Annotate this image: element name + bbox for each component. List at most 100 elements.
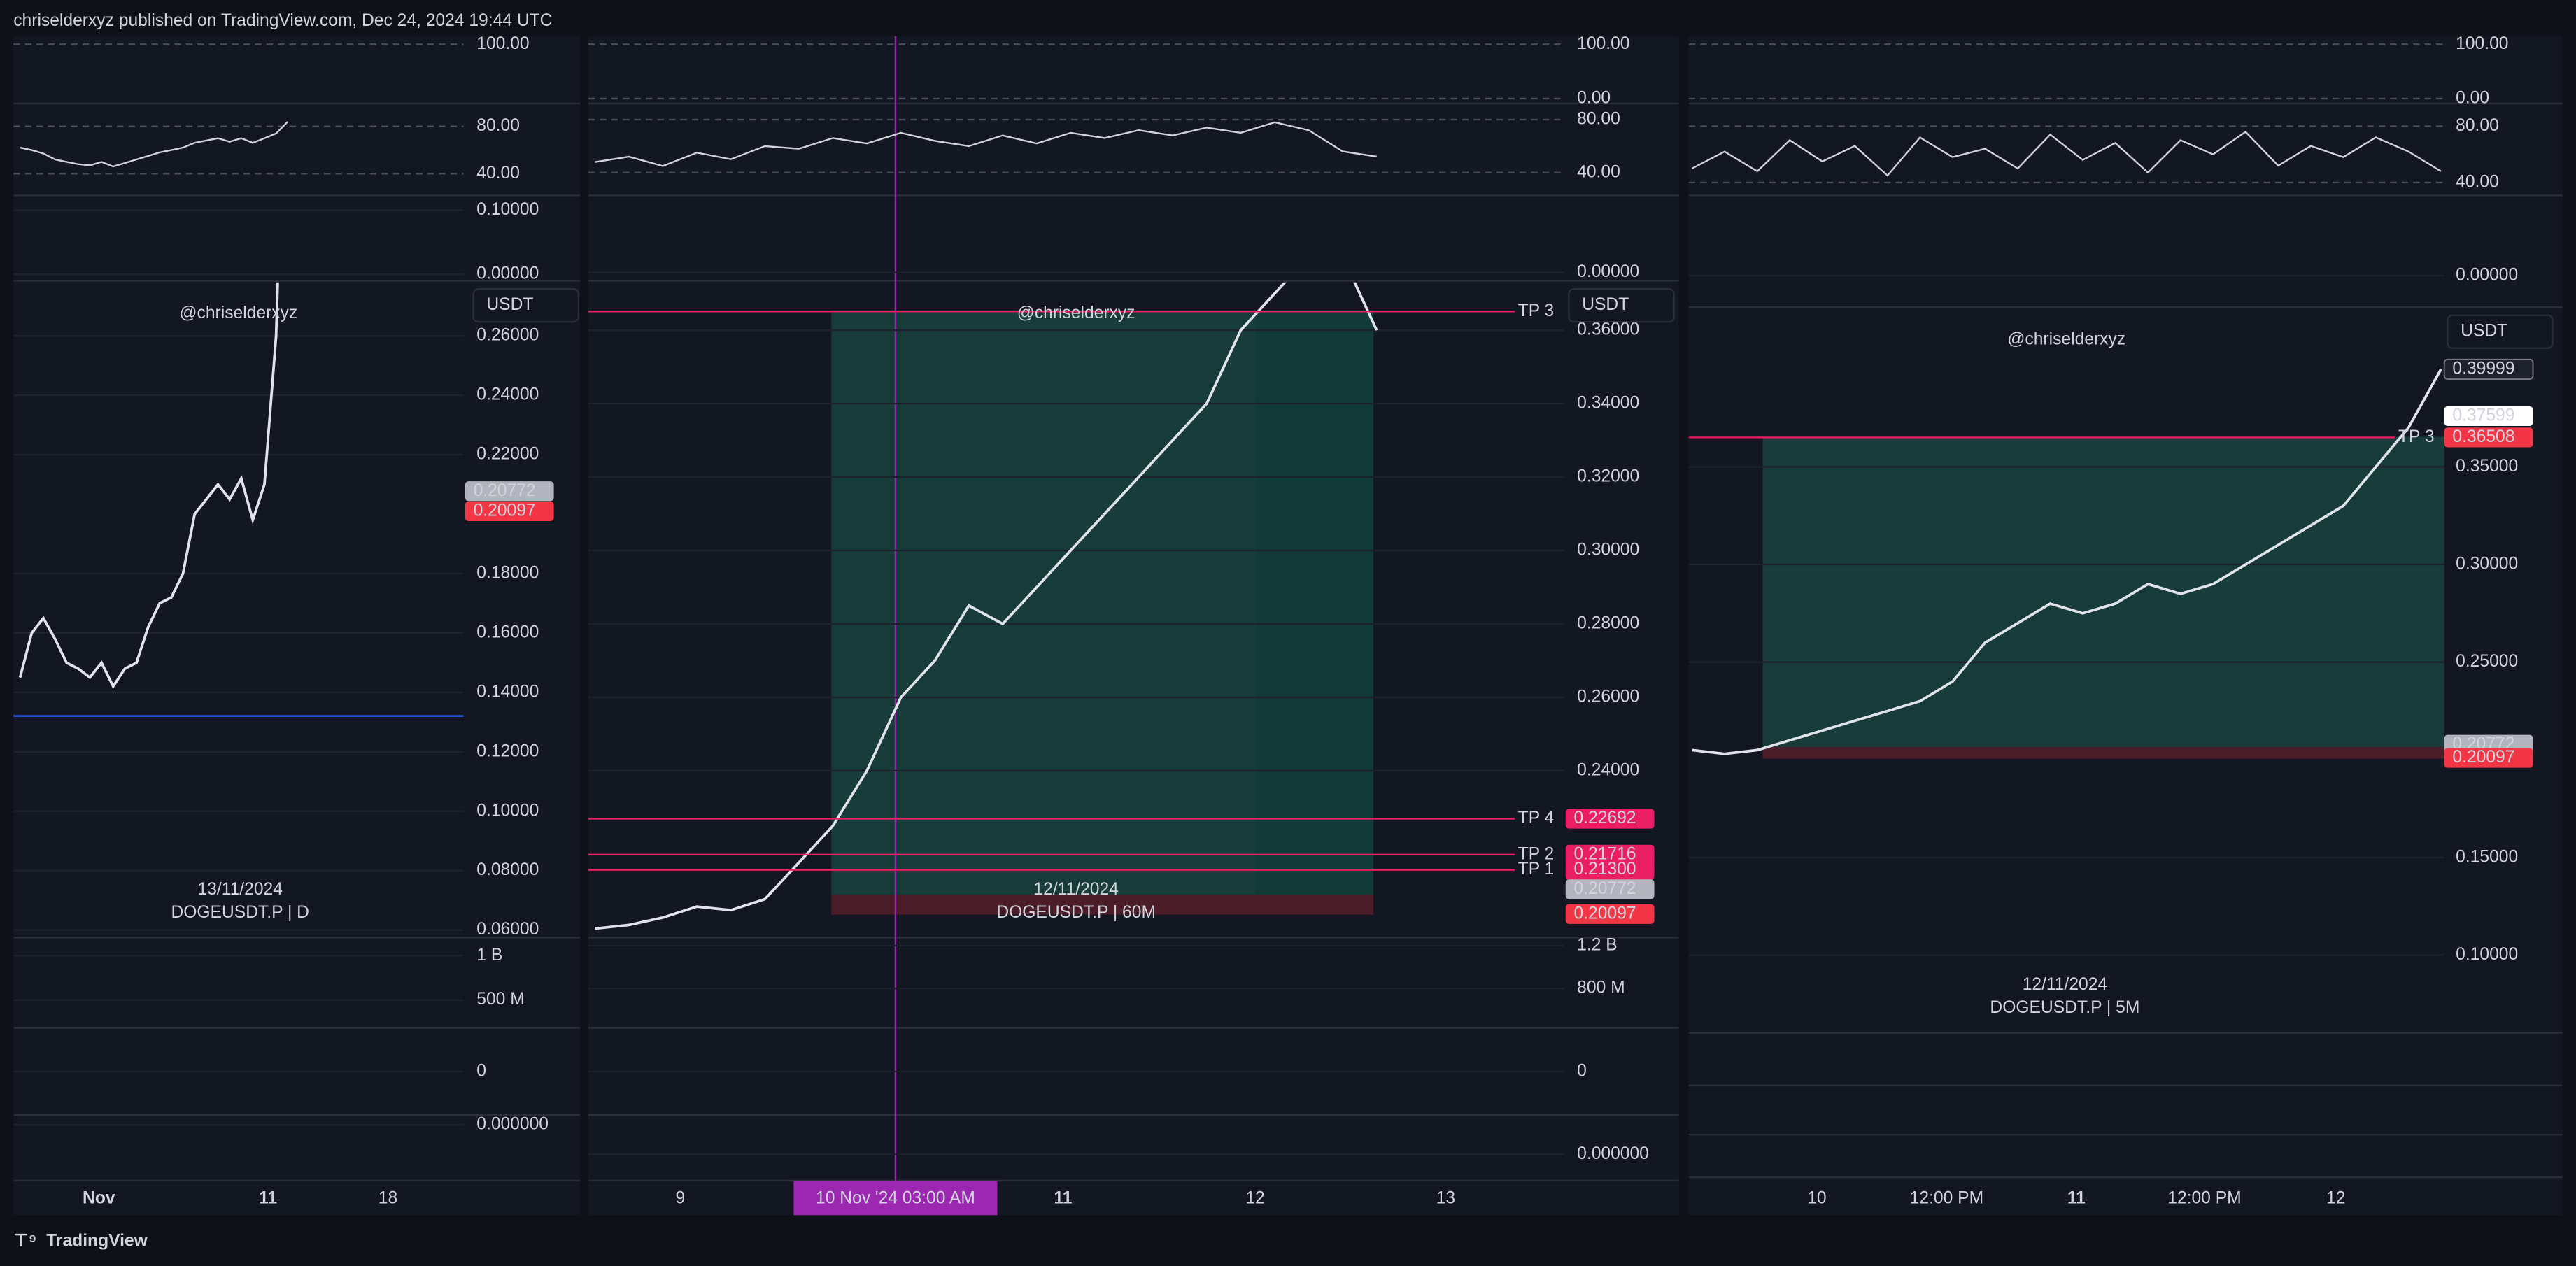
currency-label: USDT (1582, 295, 1629, 314)
y-tick-label: 100.00 (2456, 34, 2508, 53)
y-tick-label: 0.08000 (476, 860, 539, 879)
y-tick-label: 0.36000 (1577, 320, 1639, 339)
y-tick-label: 0 (476, 1061, 486, 1080)
x-tick-label: 11 (259, 1188, 277, 1207)
y-tick-label: 0.22000 (476, 445, 539, 464)
price-tag-label: 0.20097 (2452, 748, 2514, 767)
price-tag (2443, 358, 2534, 380)
rsi-line (20, 121, 289, 168)
price-tag-label: 0.21300 (1573, 860, 1636, 879)
y-tick-label: 0.10000 (476, 200, 539, 219)
price-line (595, 282, 1378, 930)
chart-date: 13/11/2024 (198, 880, 283, 899)
y-tick-label: 0.28000 (1577, 613, 1639, 632)
y-tick-label: 0.24000 (476, 385, 539, 404)
watermark: @chriselderxyz (180, 304, 298, 322)
currency-label: USDT (486, 295, 533, 314)
crosshair-label: 10 Nov '24 03:00 AM (816, 1188, 975, 1207)
brand: TradingView (46, 1231, 148, 1250)
target-label: TP 3 (1518, 301, 1555, 320)
chart-date: 12/11/2024 (1033, 880, 1118, 899)
y-tick-label: 0.10000 (2456, 945, 2518, 964)
y-tick-label: 0.00000 (2456, 266, 2518, 285)
price-tag-label: 0.36508 (2452, 427, 2514, 446)
stop-box (1762, 747, 2444, 759)
target-label: TP 4 (1518, 809, 1555, 827)
target-label: TP 1 (1518, 860, 1555, 879)
price-tag (465, 481, 554, 502)
price-tag (1565, 809, 1655, 829)
y-tick-label: 80.00 (476, 116, 520, 135)
currency-box (2447, 314, 2554, 349)
price-tag (1565, 860, 1655, 880)
y-tick-label: 0.00000 (1577, 262, 1639, 281)
publisher-line: chriselderxyz published on TradingView.c… (13, 11, 552, 30)
price-tag-label: 0.20772 (1573, 879, 1636, 898)
y-tick-label: 0.10000 (476, 801, 539, 820)
y-tick-label: 0.00000 (476, 264, 539, 283)
x-tick-label: 9 (676, 1188, 686, 1207)
panel-left (13, 36, 581, 1216)
crosshair-box (793, 1180, 998, 1216)
y-tick-label: 0.32000 (1577, 467, 1639, 486)
x-tick-label: 13 (1436, 1188, 1455, 1207)
y-tick-label: 0.35000 (2456, 457, 2518, 476)
currency-box (1568, 288, 1675, 323)
price-tag (2444, 427, 2533, 448)
price-line (1692, 369, 2442, 755)
y-tick-label: 1.2 B (1577, 936, 1618, 955)
price-tag-label: 0.20772 (474, 481, 536, 500)
x-tick-label: Nov (83, 1188, 115, 1207)
currency-box (472, 288, 580, 323)
target-label: TP 2 (1518, 844, 1555, 863)
watermark: @chriselderxyz (2007, 329, 2125, 348)
y-tick-label: 0.000000 (476, 1115, 549, 1134)
price-tag-label: 0.22692 (1573, 809, 1636, 827)
chart-symbol: DOGEUSDT.P | 5M (1990, 998, 2139, 1017)
y-tick-label: 40.00 (476, 164, 520, 183)
y-tick-label: 0.24000 (1577, 760, 1639, 779)
price-tag (1565, 904, 1655, 924)
y-tick-label: 0.16000 (476, 623, 539, 641)
watermark: @chriselderxyz (1017, 304, 1135, 322)
y-tick-label: 100.00 (1577, 34, 1629, 53)
price-tag (1565, 879, 1655, 899)
y-tick-label: 40.00 (2456, 172, 2499, 191)
currency-label: USDT (2461, 322, 2507, 341)
price-tag-label: 0.20097 (1573, 904, 1636, 923)
x-tick-label: 11 (2067, 1188, 2086, 1207)
price-tag-label: 0.39999 (2452, 359, 2514, 378)
price-tag-label: 0.37599 (2452, 406, 2514, 425)
y-tick-label: 0.25000 (2456, 652, 2518, 671)
y-tick-label: 0.12000 (476, 741, 539, 760)
x-tick-label: 12 (1245, 1188, 1264, 1207)
x-tick-label: 12:00 PM (1910, 1188, 1983, 1207)
y-tick-label: 0.18000 (476, 564, 539, 583)
x-tick-label: 12 (2326, 1188, 2345, 1207)
rsi-line (595, 121, 1377, 167)
y-tick-label: 0.14000 (476, 682, 539, 701)
long-position-box (1762, 436, 2444, 748)
y-tick-label: 0.00 (1577, 88, 1611, 107)
pane-separators (13, 102, 2563, 1182)
y-tick-label: 1 B (476, 946, 502, 965)
y-tick-label: 0.26000 (476, 326, 539, 345)
x-tick-label: 10 (1807, 1188, 1826, 1207)
y-tick-label: 100.00 (476, 34, 529, 53)
y-tick-label: 80.00 (2456, 116, 2499, 135)
long-position-box-tail (1255, 310, 1374, 895)
price-line (18, 282, 279, 690)
chart-date: 12/11/2024 (2023, 975, 2107, 994)
rsi-line (1691, 130, 2442, 177)
y-tick-label: 500 M (476, 990, 524, 1009)
chart-symbol: DOGEUSDT.P | 60M (996, 903, 1156, 922)
price-tag (465, 501, 554, 522)
y-tick-label: 800 M (1577, 979, 1625, 997)
price-tag (1565, 844, 1655, 865)
y-tick-label: 0.15000 (2456, 847, 2518, 866)
target-label: TP 3 (2398, 427, 2435, 446)
y-tick-label: 0.06000 (476, 920, 539, 939)
y-tick-label: 0.30000 (2456, 555, 2518, 574)
